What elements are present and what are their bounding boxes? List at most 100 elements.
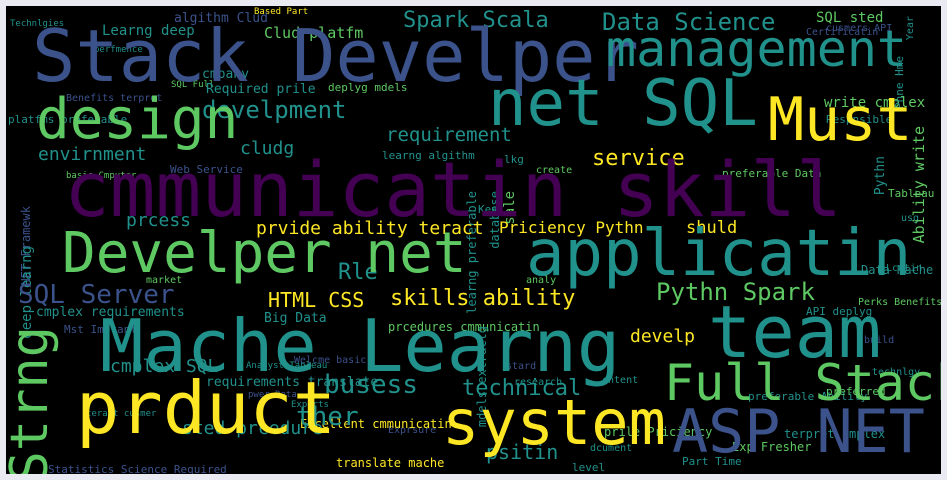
cloud-word: Data Mache (861, 263, 934, 277)
cloud-word: cludg (240, 138, 295, 159)
cloud-word: preferable Ability (748, 390, 868, 403)
cloud-word: team (708, 290, 882, 374)
cloud-word: cmmunicatin skill (64, 145, 842, 234)
cloud-word: Benefits terpret (66, 93, 163, 104)
cloud-word: prduct (76, 366, 337, 450)
cloud-word: Data Science (602, 8, 776, 36)
cloud-word: cmplex requirements (36, 305, 185, 320)
cloud-word: perfmence (94, 45, 143, 55)
cloud-word: Year (905, 16, 916, 41)
cloud-word: market (146, 275, 183, 286)
cloud-word: technical (462, 376, 582, 401)
cloud-word: usg (901, 213, 920, 224)
cloud-word: Strng (6, 326, 60, 474)
cloud-word: Experts (291, 400, 329, 410)
cloud-word: preferable Data (722, 167, 822, 180)
cloud-word: create (536, 165, 573, 176)
cloud-word: prcedures cmmunicatin (388, 320, 540, 334)
cloud-word: platfms preferable (8, 113, 128, 126)
cloud-word: API deplyg (806, 305, 873, 318)
cloud-word: HTML CSS (268, 288, 365, 312)
cloud-word: research (514, 377, 563, 388)
cloud-word: lkg (504, 153, 524, 166)
cloud-word: stard (506, 361, 537, 372)
cloud-word: terpret cmplex (784, 427, 886, 441)
cloud-word: shuld (686, 218, 738, 238)
cloud-word: basic Cmputer (66, 171, 137, 181)
cloud-word: Mst Imptant (64, 323, 137, 336)
cloud-word: Pythn (873, 156, 888, 196)
cloud-word: prcess (126, 210, 192, 231)
cloud-word: busess (324, 370, 418, 400)
cloud-word: Mache Learng (100, 304, 621, 388)
cloud-word: Certificatin (806, 27, 879, 38)
cloud-word: sted prcedure (182, 418, 323, 439)
cloud-word: Excellent cmmunicatin (300, 417, 452, 431)
cloud-word: requirement (386, 124, 512, 146)
cloud-word: learng algithm (382, 149, 475, 162)
cloud-word: system (442, 386, 666, 459)
cloud-word: ther (296, 402, 359, 432)
cloud-word: Full Stack (664, 354, 941, 412)
cloud-word: net SQL (488, 67, 758, 141)
cloud-word: SQL Full (171, 80, 215, 90)
cloud-word: Rle (338, 260, 378, 285)
cloud-word: Develper net (62, 221, 467, 286)
cloud-word: Web Service (170, 163, 243, 176)
cloud-word: skills ability (390, 286, 576, 311)
cloud-word: design (36, 87, 239, 152)
cloud-word: analy (526, 275, 557, 286)
cloud-word: translate mache (336, 456, 445, 470)
cloud-word: Big Data (264, 311, 327, 326)
cloud-word: pwer Data (248, 390, 297, 400)
cloud-word: cntent (602, 375, 639, 386)
cloud-word: psitin (486, 440, 559, 464)
cloud-word: level (572, 461, 606, 474)
cloud-word: build (864, 335, 895, 346)
cloud-word: Welcme basic (294, 355, 367, 366)
cloud-word: management (606, 20, 908, 78)
cloud-word: develp (630, 326, 696, 347)
cloud-word: deplyg mdels (328, 81, 408, 94)
cloud-word: Analyst Tableau (246, 361, 328, 371)
cloud-word: Key (478, 203, 498, 216)
cloud-word: Clud platfm (264, 24, 364, 42)
word-cloud: Based Part Benefits terpret Technlgies p… (6, 6, 941, 474)
cloud-word: Learng deep (102, 23, 195, 39)
cloud-word: Ability write (910, 126, 928, 244)
cloud-word: Exprsure (388, 425, 437, 436)
cloud-word: Must (768, 85, 913, 155)
cloud-word: Perks Benefits (858, 297, 941, 308)
cloud-word: Priciency Pythn (499, 218, 644, 237)
cloud-word: Technlgies (10, 19, 65, 29)
cloud-word: applicatin (526, 217, 912, 291)
cloud-word: Pythn Spark (656, 278, 815, 306)
cloud-word: develpment (202, 96, 347, 124)
cloud-word: Tableau (888, 187, 935, 200)
cloud-word: ASP NET (672, 397, 925, 467)
cloud-word: service (592, 146, 685, 171)
cloud-word: cmplex SQL (110, 356, 219, 377)
cloud-word: algithm Clud (174, 11, 268, 26)
cloud-word: Spark Scala (403, 8, 549, 33)
cloud-word: prvide ability teract (256, 218, 484, 239)
cloud-word: prile Priciency (604, 425, 713, 439)
cloud-word: SQL Server (18, 280, 175, 310)
cloud-word: Lcatin (886, 263, 923, 274)
cloud-word: dcument (590, 443, 633, 454)
cloud-word: preferred (826, 385, 886, 398)
cloud-word: Exp Fresher (732, 440, 812, 454)
cloud-word: technlgy (872, 367, 921, 378)
cloud-word: cmpany (202, 67, 249, 82)
cloud-word: Respnsible (826, 113, 893, 126)
cloud-word: Statistics Science Required (48, 463, 227, 474)
cloud-word: teract cusmer (86, 409, 157, 419)
cloud-word: write cmplex (824, 95, 926, 111)
cloud-word: SQL sted (816, 10, 884, 26)
cloud-word: cusmers API (826, 23, 893, 34)
cloud-word: requirements translate (206, 375, 379, 390)
cloud-word: Part Time (682, 455, 742, 468)
cloud-word: Based Part (254, 7, 309, 17)
cloud-word: envirnment (38, 144, 147, 165)
